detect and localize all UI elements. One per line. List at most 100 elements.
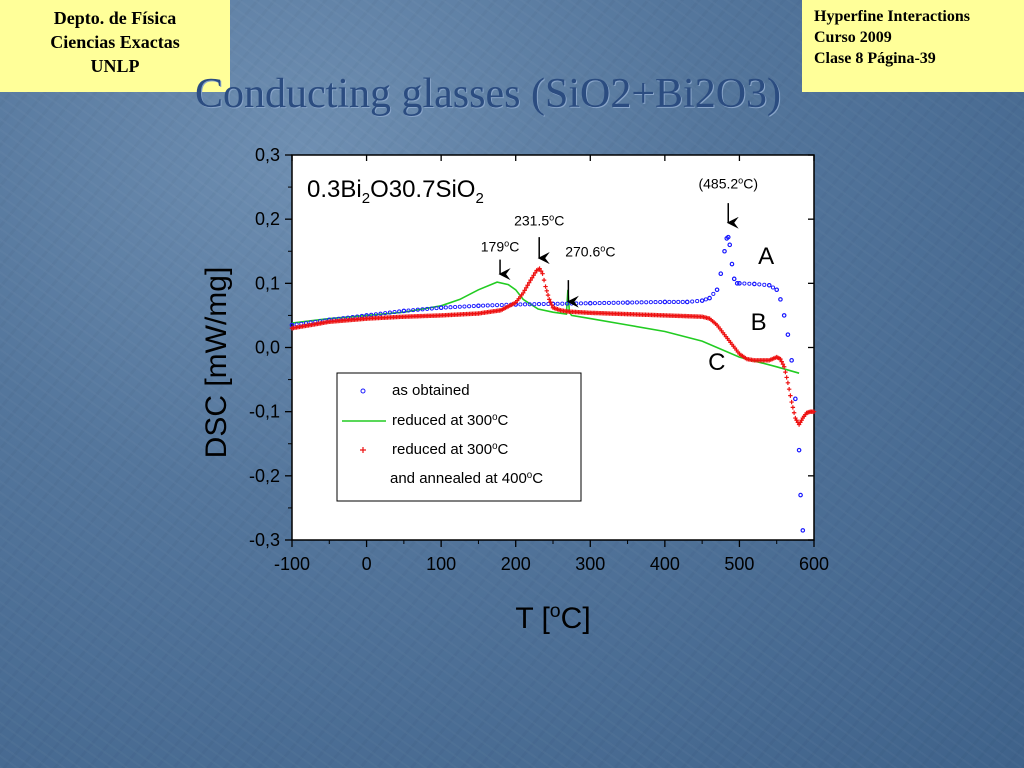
point-reduced-annealed [548, 299, 553, 305]
point-as-obtained [729, 262, 735, 267]
point-reduced-annealed [789, 399, 794, 405]
point-reduced-annealed [525, 283, 530, 288]
point-as-obtained [676, 299, 681, 304]
point-as-obtained [578, 301, 584, 306]
point-as-obtained [737, 281, 742, 286]
point-as-obtained [690, 299, 695, 304]
point-as-obtained [541, 301, 546, 307]
x-tick-label: 0 [362, 554, 372, 574]
point-reduced-annealed [779, 359, 784, 364]
legend-entry: as obtained [392, 382, 470, 399]
point-as-obtained [695, 299, 700, 304]
point-as-obtained [392, 309, 397, 315]
slide-title: Conducting glasses (SiO2+Bi2O3) [195, 71, 782, 117]
point-reduced-annealed [783, 369, 788, 375]
point-as-obtained [495, 303, 500, 308]
point-as-obtained [718, 271, 723, 276]
point-as-obtained [611, 300, 616, 305]
series-reduced-annealed [289, 266, 817, 427]
point-as-obtained [443, 305, 448, 310]
point-as-obtained [767, 283, 772, 288]
point-reduced-annealed [790, 405, 796, 410]
point-as-obtained [707, 296, 712, 301]
point-as-obtained [639, 300, 644, 305]
point-as-obtained [770, 285, 776, 290]
point-reduced-annealed [526, 280, 532, 285]
point-as-obtained [789, 358, 794, 363]
point-as-obtained [606, 300, 611, 305]
point-reduced-annealed [529, 275, 535, 280]
point-reduced-annealed [531, 273, 536, 278]
x-tick-label: 600 [799, 554, 829, 574]
point-as-obtained [490, 303, 495, 308]
point-as-obtained [700, 298, 705, 303]
legend [336, 372, 582, 502]
point-as-obtained [602, 300, 607, 306]
point-as-obtained [800, 528, 805, 533]
point-as-obtained [448, 305, 453, 310]
point-reduced-annealed [522, 288, 527, 293]
point-reduced-annealed [538, 268, 544, 274]
point-as-obtained [644, 300, 649, 305]
point-reduced-annealed [544, 288, 549, 294]
point-reduced-annealed [543, 284, 548, 289]
point-as-obtained [703, 297, 708, 302]
x-tick-label: 100 [426, 554, 456, 574]
y-tick-label: 0,0 [255, 338, 280, 358]
point-as-obtained [762, 282, 767, 287]
point-as-obtained [499, 302, 504, 308]
point-as-obtained [462, 304, 467, 309]
point-reduced-annealed [811, 409, 817, 414]
point-as-obtained [536, 302, 542, 307]
point-as-obtained [592, 301, 597, 306]
point-as-obtained [774, 287, 779, 292]
point-as-obtained [518, 302, 523, 307]
point-as-obtained [798, 493, 803, 498]
point-reduced-annealed [532, 270, 538, 276]
point-reduced-annealed [540, 271, 545, 276]
point-as-obtained [630, 300, 635, 305]
point-as-obtained [439, 305, 444, 310]
point-reduced-annealed [791, 410, 797, 415]
x-tick-label: 300 [575, 554, 605, 574]
point-as-obtained [429, 306, 434, 311]
point-reduced-annealed [781, 364, 787, 369]
point-as-obtained [522, 302, 528, 307]
point-as-obtained [378, 311, 383, 316]
sample-formula-label: 0.3Bi2O30.7SiO2 [307, 176, 484, 207]
class-page-line: Clase 8 Página-39 [814, 50, 936, 67]
point-as-obtained [481, 303, 486, 308]
point-reduced-annealed [778, 356, 783, 362]
point-reduced-annealed [788, 393, 793, 398]
point-as-obtained [662, 299, 667, 304]
x-tick-label: -100 [274, 554, 310, 574]
point-reduced-annealed [528, 277, 533, 283]
point-as-obtained [406, 308, 411, 313]
course-box: Hyperfine Interactions Curso 2009 Clase … [802, 0, 1024, 92]
y-tick-label: 0,3 [255, 145, 280, 165]
course-name-line: Hyperfine Interactions [814, 8, 970, 25]
point-as-obtained [476, 303, 481, 308]
point-as-obtained [373, 312, 378, 317]
point-as-obtained [583, 301, 588, 306]
point-as-obtained [597, 301, 602, 306]
point-as-obtained [308, 320, 313, 325]
point-as-obtained [560, 301, 565, 306]
y-axis-label: DSC [mW/mg] [200, 267, 233, 459]
point-as-obtained [793, 396, 798, 401]
department-line: Depto. de Física [53, 8, 177, 28]
point-as-obtained [467, 304, 472, 309]
point-reduced-annealed [547, 297, 552, 302]
point-as-obtained [671, 299, 676, 304]
university-line: UNLP [90, 56, 140, 76]
point-as-obtained [726, 235, 731, 240]
point-reduced-annealed [545, 292, 551, 298]
point-as-obtained [345, 315, 350, 320]
point-as-obtained [757, 282, 762, 287]
point-as-obtained [727, 242, 732, 247]
legend-marker-as-obtained [360, 388, 366, 394]
point-as-obtained [420, 307, 425, 312]
curve-label-a: A [758, 243, 774, 270]
point-as-obtained [485, 303, 490, 308]
point-as-obtained [616, 300, 621, 305]
